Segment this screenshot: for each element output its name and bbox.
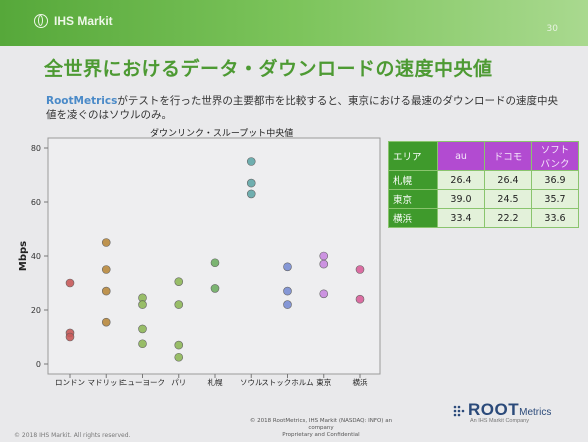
rootmetrics-logo: ROOTMetrics An IHS Markit Company [452,400,551,424]
data-point [138,300,147,309]
logo-tagline: An IHS Markit Company [470,418,529,424]
footer-copyright-line2: Proprietary and Confidential [282,432,360,438]
header-bar: IHS Markit 30 [0,0,588,46]
table-cell: 33.4 [437,208,485,228]
data-point [174,300,184,309]
x-tick-label: 横浜 [353,377,368,387]
table-row: 札幌 26.4 26.4 36.9 [388,170,579,190]
y-tick-label: 0 [36,360,41,369]
data-point [138,324,147,334]
y-tick-label: 80 [31,144,41,153]
y-axis-label: Mbps [18,241,29,271]
table-header-au: au [437,141,485,171]
table-cell-region: 札幌 [388,170,438,190]
data-point [138,339,147,349]
table-cell: 26.4 [437,170,485,190]
page-number: 30 [546,24,558,34]
table-header-docomo: ドコモ [484,141,532,171]
slide-title: 全世界におけるデータ・ダウンロードの速度中央値 [44,58,493,80]
subtitle-brand: RootMetrics [46,95,118,107]
data-point [65,332,75,342]
data-point [210,258,220,268]
chart-title: ダウンリンク・スループット中央値 [150,129,294,139]
region-table: エリア au ドコモ ソフトバンク 札幌 26.4 26.4 36.9 東京 3… [388,141,579,228]
data-point [101,317,111,327]
table-cell: 22.2 [484,208,532,228]
data-point [101,238,111,247]
table-row: 横浜 33.4 22.2 33.6 [388,208,579,228]
data-point [283,300,292,309]
brand-name: IHS Markit [54,14,113,28]
table-cell: 36.9 [531,170,579,190]
logo-root: ROOT [468,400,520,419]
data-point [246,178,256,188]
data-point [283,262,292,272]
data-point [210,284,220,293]
globe-icon [34,14,48,28]
slide-subtitle: RootMetricsがテストを行った世界の主要都市を比較すると、東京における最… [46,94,566,122]
table-row: 東京 39.0 24.5 35.7 [388,189,579,209]
x-tick-label: ニューヨーク [120,378,165,387]
table-cell: 33.6 [531,208,579,228]
table-cell: 24.5 [484,189,532,209]
x-tick-label: 東京 [316,377,331,387]
table-cell: 26.4 [484,170,532,190]
data-point [174,340,184,350]
table-cell: 35.7 [531,189,579,209]
table-header-row: エリア au ドコモ ソフトバンク [388,141,579,171]
data-point [319,251,329,261]
data-point [355,265,365,274]
data-point [101,286,111,296]
x-tick-label: マドリッド [88,378,126,387]
x-tick-label: ストックホルム [261,378,313,387]
subtitle-text: がテストを行った世界の主要都市を比較すると、東京における最速のダウンロードの速度… [46,95,558,121]
table-header-area: エリア [388,141,438,171]
y-tick-label: 40 [31,252,41,261]
footer-copyright: © 2018 RootMetrics, IHS Markit (NASDAQ: … [246,418,396,439]
logo-metrics: Metrics [519,407,552,418]
y-tick-label: 20 [31,306,41,315]
data-point [246,157,256,166]
footer-copyright-line1: © 2018 RootMetrics, IHS Markit (NASDAQ: … [249,418,393,431]
data-point [319,259,329,269]
footer-rights: © 2018 IHS Markit. All rights reserved. [14,432,131,439]
y-tick-label: 60 [31,198,41,207]
table-cell-region: 東京 [388,189,438,209]
brand-logo: IHS Markit [34,14,113,28]
data-point [174,352,184,362]
rootmetrics-dots-icon [453,405,465,417]
data-point [174,277,184,286]
x-tick-label: ソウル [240,378,263,387]
data-point [65,278,75,288]
x-tick-label: 札幌 [208,377,223,387]
data-point [101,265,111,274]
data-point [319,289,329,299]
table-cell: 39.0 [437,189,485,209]
data-point [246,189,256,199]
table-cell-region: 横浜 [388,208,438,228]
x-tick-label: ロンドン [55,378,85,387]
table-header-softbank: ソフトバンク [531,141,579,171]
x-tick-label: パリ [171,378,186,387]
data-point [283,286,292,296]
data-point [355,294,365,304]
plot-area [47,137,381,375]
